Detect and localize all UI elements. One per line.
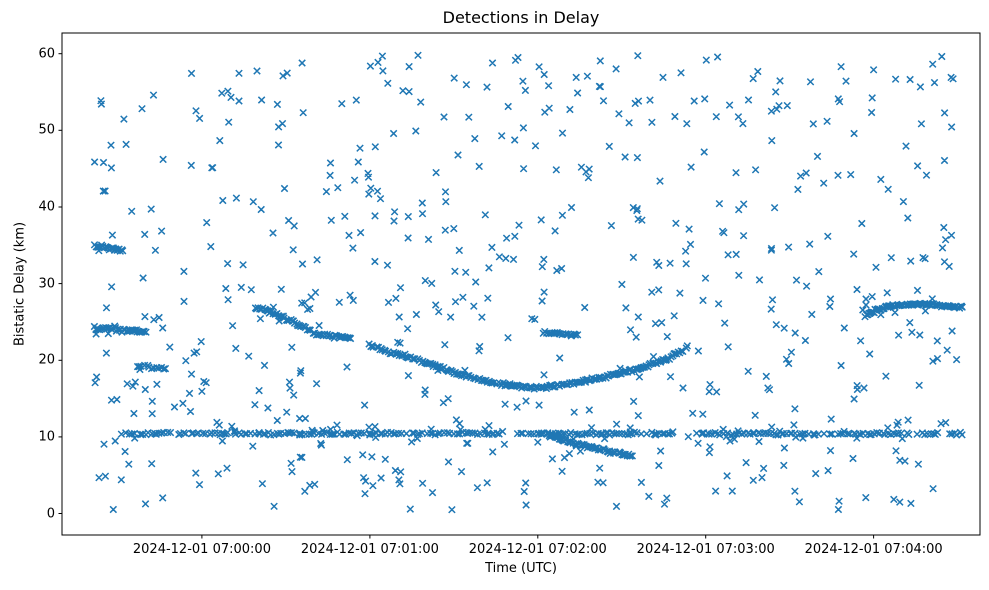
x-axis-label: Time (UTC): [485, 561, 557, 576]
y-tick-label: 60: [38, 46, 55, 62]
x-tick-label: 2024-12-01 07:00:00: [132, 542, 271, 557]
scatter-points: [90, 51, 966, 514]
x-tick-label: 2024-12-01 07:04:00: [804, 542, 943, 557]
y-tick-label: 40: [38, 199, 55, 215]
y-tick-label: 50: [38, 122, 55, 138]
x-tick-label: 2024-12-01 07:03:00: [636, 542, 775, 557]
y-axis-label: Bistatic Delay (km): [12, 221, 28, 347]
plot-frame: [61, 32, 981, 536]
y-tick-label: 0: [46, 506, 55, 522]
y-tick-label: 10: [38, 429, 55, 445]
x-tick-label: 2024-12-01 07:01:00: [300, 542, 439, 557]
y-tick-label: 20: [38, 352, 55, 368]
chart-title: Detections in Delay: [442, 8, 600, 27]
axis-tick-marks: [58, 53, 875, 539]
x-tick-label: 2024-12-01 07:02:00: [468, 542, 607, 557]
y-tick-label: 30: [38, 276, 55, 292]
